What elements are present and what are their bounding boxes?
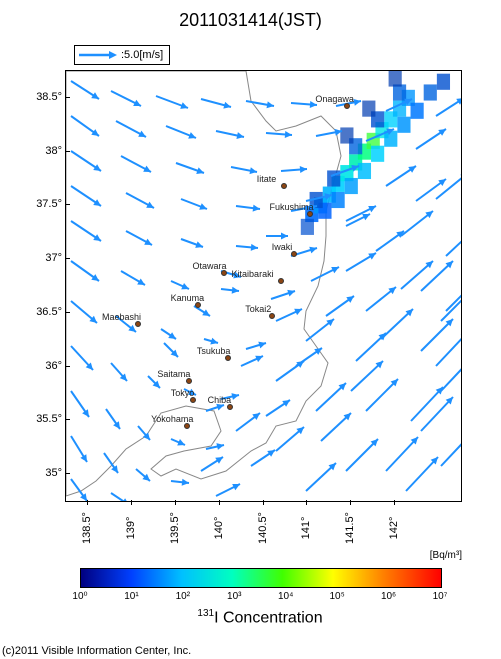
colorbar-tick-label: 10¹	[124, 591, 138, 602]
copyright: (c)2011 Visible Information Center, Inc.	[2, 645, 191, 657]
y-tick-label: 36.5°	[36, 306, 62, 318]
wind-arrow-icon	[77, 49, 117, 61]
y-tick-label: 35°	[45, 467, 62, 479]
chart-title: 2011031414(JST)	[0, 0, 501, 31]
city-dot	[278, 278, 284, 284]
city-label: Tokyo	[171, 388, 195, 398]
y-tick-label: 37.5°	[36, 198, 62, 210]
colorbar-tick-label: 10⁰	[72, 591, 87, 602]
y-tick-label: 37°	[45, 252, 62, 264]
city-label: Tsukuba	[197, 346, 231, 356]
city-label: Chiba	[208, 395, 232, 405]
city-label: Saitama	[157, 369, 190, 379]
colorbar-ticks: 10⁰10¹10²10³10⁴10⁵10⁶10⁷	[80, 588, 440, 606]
city-label: Tokai2	[245, 304, 271, 314]
colorbar-tick-label: 10³	[227, 591, 241, 602]
wind-scale-legend: :5.0[m/s]	[74, 45, 170, 65]
city-label: Maebashi	[102, 312, 141, 322]
city-dot	[281, 183, 287, 189]
x-tick-label: 142°	[388, 517, 400, 540]
x-tick-label: 140.5°	[257, 512, 269, 544]
x-tick-label: 139.5°	[169, 512, 181, 544]
city-label: Yokohama	[151, 414, 193, 424]
city-label: Onagawa	[315, 94, 354, 104]
y-tick-label: 36°	[45, 360, 62, 372]
x-tick-label: 141.5°	[344, 512, 356, 544]
y-tick-label: 38.5°	[36, 91, 62, 103]
y-tick-label: 38°	[45, 145, 62, 157]
colorbar-tick-label: 10²	[176, 591, 190, 602]
city-label: Kanuma	[171, 293, 205, 303]
colorbar-tick-label: 10⁵	[330, 591, 345, 602]
x-tick-label: 138.5°	[81, 512, 93, 544]
x-tick-label: 141°	[300, 517, 312, 540]
y-tick-label: 35.5°	[36, 413, 62, 425]
colorbar-tick-label: 10⁷	[433, 591, 448, 602]
x-tick-label: 139°	[125, 517, 137, 540]
colorbar-unit: [Bq/m³]	[430, 550, 462, 561]
colorbar-tick-label: 10⁶	[381, 591, 396, 602]
colorbar-gradient: [Bq/m³]	[80, 568, 442, 588]
city-label: Fukushima	[270, 202, 314, 212]
x-tick-label: 140°	[213, 517, 225, 540]
city-label: Iitate	[257, 174, 277, 184]
city-label: Otawara	[193, 261, 227, 271]
city-label: Iwaki	[272, 242, 293, 252]
colorbar-title: 131I Concentration	[80, 608, 440, 627]
map-svg	[66, 71, 461, 501]
colorbar-tick-label: 10⁴	[278, 591, 293, 602]
map-panel: Onagawa Iitate Fukushima Iwaki Otawara Kitaib…	[65, 70, 462, 502]
wind-scale-label: :5.0[m/s]	[121, 49, 163, 61]
city-label: Kitaibaraki	[232, 269, 274, 279]
colorbar: [Bq/m³] 10⁰10¹10²10³10⁴10⁵10⁶10⁷ 131I Co…	[80, 568, 440, 627]
